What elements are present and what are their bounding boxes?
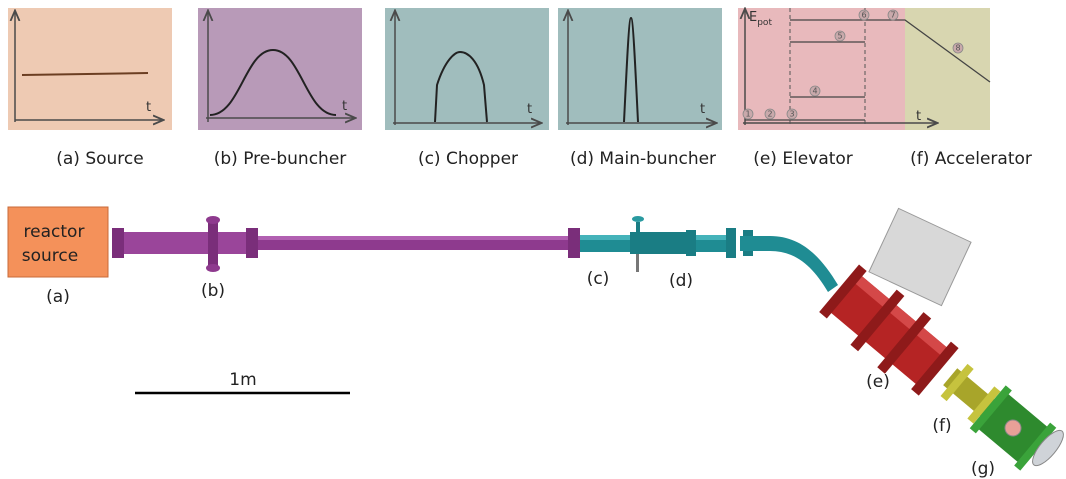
component-label: (c) <box>587 269 610 289</box>
time-axis-label: t <box>527 102 532 117</box>
marker: 5 <box>837 32 842 41</box>
component-label: (a) <box>46 287 70 307</box>
time-axis-label: t <box>342 99 347 114</box>
panel-source: t <box>8 8 172 130</box>
component-label: (e) <box>866 372 890 392</box>
component-label: (b) <box>201 281 225 301</box>
caption: (e) Elevator <box>753 149 853 169</box>
time-axis-label: t <box>700 102 705 117</box>
panel-main-buncher: t <box>558 8 722 130</box>
component-label: (d) <box>669 271 693 291</box>
marker: 4 <box>812 87 817 96</box>
caption: (a) Source <box>56 149 143 169</box>
caption: (c) Chopper <box>418 149 518 169</box>
caption: (b) Pre-buncher <box>214 149 347 169</box>
caption: (f) Accelerator <box>910 149 1032 169</box>
marker: 3 <box>789 110 794 119</box>
marker: 7 <box>890 11 895 20</box>
scale-bar-label: 1m <box>229 370 256 390</box>
source-box-label: reactor <box>24 222 85 242</box>
marker: 2 <box>767 110 772 119</box>
marker: 8 <box>955 44 960 53</box>
time-axis-label: t <box>146 100 151 115</box>
panel-chopper: t <box>385 8 549 130</box>
component-label: (g) <box>971 459 995 479</box>
beamline: reactor source <box>8 207 1066 471</box>
marker: 1 <box>745 110 750 119</box>
source-box-label: source <box>22 246 78 266</box>
page: {"plots": [ {"caption": "(a) Source", "t… <box>0 0 1066 479</box>
panel-energy: Epot t 1 2 3 4 5 6 7 8 <box>738 8 990 130</box>
marker: 6 <box>861 11 866 20</box>
time-axis-label: t <box>916 109 921 124</box>
component-label: (f) <box>932 416 951 436</box>
caption: (d) Main-buncher <box>570 149 716 169</box>
panel-pre-buncher: t <box>198 8 362 130</box>
figure: t t t t Epot t 1 2 3 4 <box>0 0 1066 479</box>
